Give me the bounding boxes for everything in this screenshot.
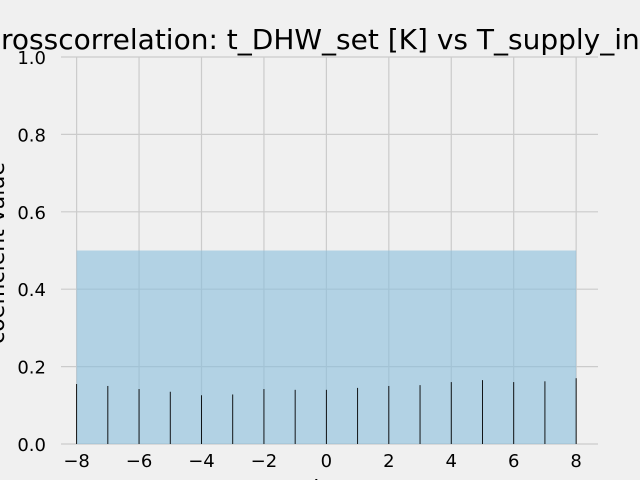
y-tick-label: 0.0 (17, 435, 46, 456)
x-tick-label: −8 (63, 451, 90, 472)
x-tick-label: −6 (126, 451, 153, 472)
y-tick-label: 0.4 (17, 280, 46, 301)
chart-title: Crosscorrelation: t_DHW_set [K] vs T_sup… (0, 23, 640, 56)
x-tick-label: 6 (508, 451, 519, 472)
x-tick-label: 8 (570, 451, 581, 472)
x-tick-label: −4 (188, 451, 215, 472)
y-tick-label: 0.6 (17, 203, 46, 224)
y-tick-label: 0.8 (17, 125, 46, 146)
x-tick-label: 4 (446, 451, 457, 472)
x-tick-label: 0 (321, 451, 332, 472)
x-axis-label: lag (313, 477, 347, 480)
y-tick-label: 1.0 (17, 48, 46, 69)
x-tick-label: −2 (251, 451, 278, 472)
y-tick-labels: 0.0 0.2 0.4 0.6 0.8 1.0 (17, 48, 46, 456)
x-tick-labels: −8 −6 −4 −2 0 2 4 6 8 (63, 451, 582, 472)
stem-series (76, 378, 577, 444)
x-tick-label: 2 (383, 451, 394, 472)
y-tick-label: 0.2 (17, 358, 46, 379)
y-axis-label: coefficient value (0, 162, 10, 344)
